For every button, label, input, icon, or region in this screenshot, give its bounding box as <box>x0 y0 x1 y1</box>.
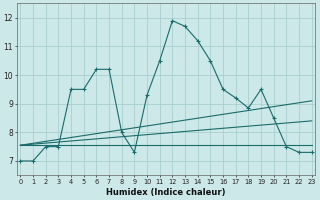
X-axis label: Humidex (Indice chaleur): Humidex (Indice chaleur) <box>106 188 226 197</box>
